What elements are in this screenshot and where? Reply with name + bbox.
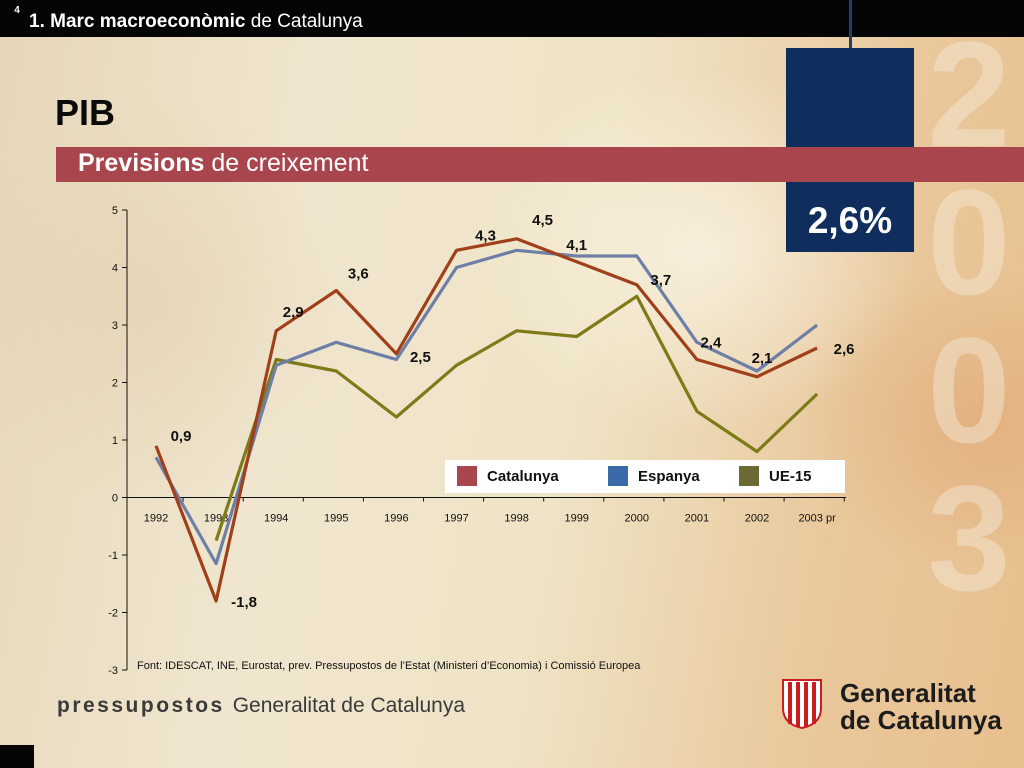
subtitle: Previsions de creixement <box>78 149 369 177</box>
y-tick-label: 5 <box>112 205 118 217</box>
page-number: 4 <box>14 5 20 16</box>
x-tick-label: 1992 <box>144 513 168 525</box>
data-label: 4,3 <box>475 227 496 244</box>
page-number-box <box>0 745 34 768</box>
year-digit: 0 <box>927 306 1011 474</box>
y-tick-label: -2 <box>108 608 118 620</box>
x-tick-label: 2003 pr <box>798 513 836 525</box>
chart-lines <box>154 237 819 603</box>
x-tick-label: 1997 <box>444 513 468 525</box>
y-tick-label: 1 <box>112 435 118 447</box>
y-tick-label: -1 <box>108 550 118 562</box>
year-digit: 0 <box>927 158 1011 326</box>
y-tick-label: 3 <box>112 320 118 332</box>
legend-label: Catalunya <box>487 468 559 485</box>
subtitle-bar <box>56 147 1024 182</box>
data-label: 2,4 <box>700 335 722 352</box>
legend-swatch-ue15 <box>739 466 759 486</box>
data-label: 2,1 <box>752 350 773 367</box>
data-label: 3,6 <box>348 266 369 283</box>
data-label: 4,1 <box>566 237 587 254</box>
generalitat-logo-text: Generalitat de Catalunya <box>840 678 1002 735</box>
data-label: 4,5 <box>532 212 553 229</box>
highlight-connector-line <box>849 0 852 48</box>
x-tick-label: 1996 <box>384 513 408 525</box>
legend-label: UE-15 <box>769 468 812 485</box>
data-label: 2,5 <box>410 349 431 366</box>
y-tick-label: 4 <box>112 263 118 275</box>
data-label: 2,6 <box>834 341 855 358</box>
legend-swatch-catalunya <box>457 466 477 486</box>
page-title: PIB <box>55 92 116 133</box>
generalitat-logo-icon <box>782 679 822 730</box>
x-tick-label: 1995 <box>324 513 348 525</box>
header-bar <box>0 0 1024 37</box>
x-tick-label: 2002 <box>745 513 769 525</box>
footer-org: Generalitat de Catalunya <box>232 694 466 717</box>
y-tick-label: 2 <box>112 378 118 390</box>
chart-data-labels: 0,9 -1,8 2,9 3,6 2,5 4,3 4,5 4,1 3,7 2,4 2,1 2,6 <box>171 212 855 611</box>
chart-legend: Catalunya Espanya UE-15 <box>445 460 845 493</box>
source-note: Font: IDESCAT, INE, Eurostat, prev. Pres… <box>137 660 641 672</box>
x-tick-label: 2001 <box>685 513 709 525</box>
y-tick-label: -3 <box>108 665 118 677</box>
highlight-value: 2,6% <box>807 200 893 241</box>
year-digit: 2 <box>927 10 1011 178</box>
series-line-catalunya <box>154 237 818 603</box>
legend-swatch-espanya <box>608 466 628 486</box>
x-tick-label: 1999 <box>564 513 588 525</box>
year-digit: 3 <box>927 454 1011 622</box>
footer-branding: pressupostos Generalitat de Catalunya <box>57 693 465 721</box>
year-watermark: 2 0 0 3 <box>914 10 1024 622</box>
x-tick-label: 1994 <box>264 513 288 525</box>
x-tick-label: 2000 <box>625 513 649 525</box>
series-line-ue15 <box>214 294 819 542</box>
data-label: -1,8 <box>231 594 257 611</box>
series-line-espanya <box>154 248 819 566</box>
x-tick-label: 1998 <box>504 513 528 525</box>
y-tick-label: 0 <box>112 493 118 505</box>
data-label: 3,7 <box>650 272 671 289</box>
legend-label: Espanya <box>638 468 700 485</box>
data-label: 2,9 <box>283 304 304 321</box>
footer-brand: pressupostos <box>57 694 225 717</box>
section-title: 1. Marc macroeconòmic de Catalunya <box>29 11 363 32</box>
data-label: 0,9 <box>171 428 192 445</box>
